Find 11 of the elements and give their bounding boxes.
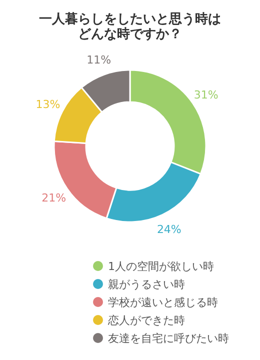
data-label: 21% bbox=[42, 192, 66, 205]
legend-label: 1人の空間が欲しい時 bbox=[108, 260, 214, 273]
legend-label: 恋人ができた時 bbox=[107, 314, 185, 327]
legend-label: 親がうるさい時 bbox=[108, 278, 185, 291]
data-label: 24% bbox=[156, 223, 182, 236]
chart-title: 一人暮らしをしたいと思う時はどんな時ですか？ bbox=[38, 12, 222, 42]
data-label: 13% bbox=[36, 98, 60, 112]
data-label: 31% bbox=[194, 88, 218, 102]
legend-label: 友達を自宅に呼びたい時 bbox=[108, 332, 229, 345]
data-label: 11% bbox=[86, 53, 112, 66]
legend-label: 学校が遠いと感じる時 bbox=[108, 296, 218, 309]
